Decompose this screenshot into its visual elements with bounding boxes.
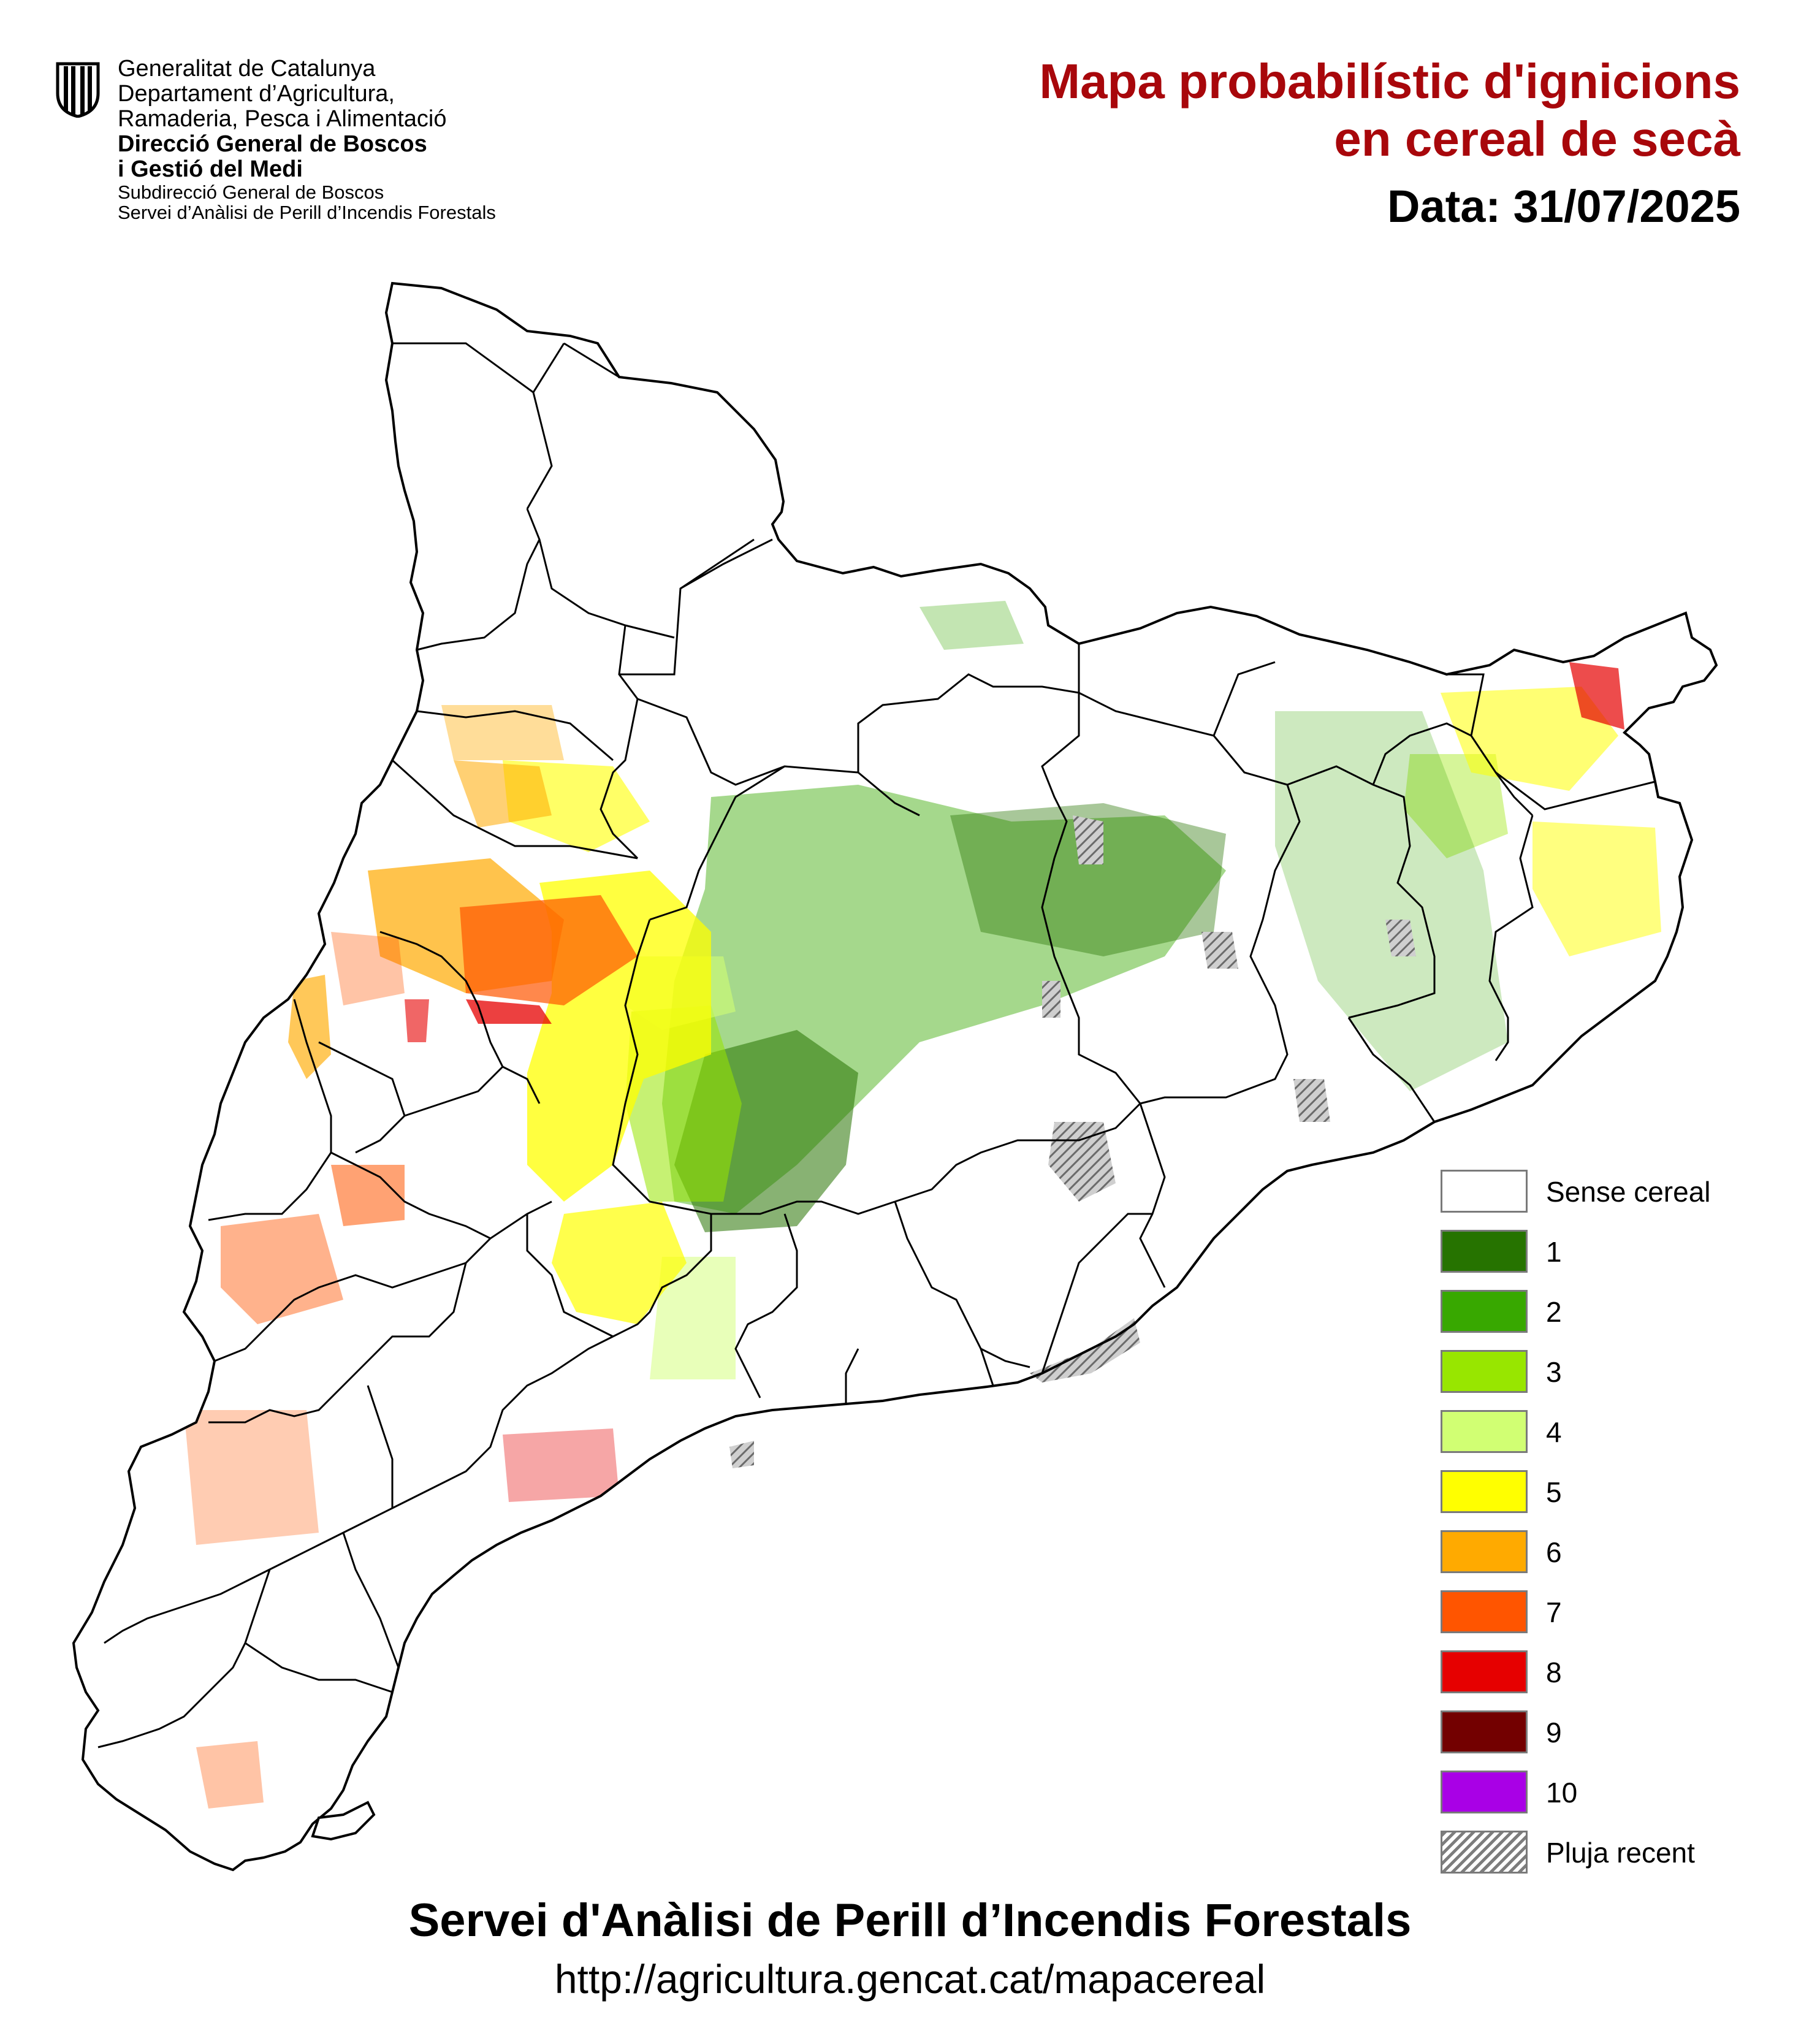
zone-class-8 — [466, 999, 552, 1024]
legend-label: 3 — [1546, 1356, 1562, 1388]
zone-class-7 — [184, 1410, 319, 1545]
legend-swatch — [1441, 1290, 1528, 1333]
institution-line: Ramaderia, Pesca i Alimentació — [118, 106, 447, 132]
legend-swatch — [1441, 1230, 1528, 1273]
legend-item: 8 — [1441, 1650, 1759, 1710]
legend-swatch — [1441, 1771, 1528, 1813]
legend-item: 5 — [1441, 1470, 1759, 1530]
map-title-line-2: en cereal de secà — [1334, 112, 1740, 166]
legend-swatch — [1441, 1530, 1528, 1573]
ebre-delta — [311, 1801, 376, 1841]
zone-class-1 — [950, 803, 1226, 956]
legend-swatch — [1441, 1350, 1528, 1393]
legend-item: 3 — [1441, 1350, 1759, 1410]
zone-class-7 — [460, 895, 638, 1005]
directorate-line: Direcció General de Boscos — [118, 131, 427, 157]
footer-url[interactable]: http://agricultura.gencat.cat/mapacereal — [554, 1956, 1266, 2002]
zone-class-8 — [503, 1428, 619, 1502]
zone-class-5 — [552, 1202, 687, 1324]
legend-label: 2 — [1546, 1296, 1562, 1328]
legend: Sense cereal 1 2 3 4 5 6 7 8 9 10 P — [1441, 1170, 1759, 1891]
zone-class-2 — [920, 601, 1024, 650]
title-block: Mapa probabilístic d'ignicions en cereal… — [1039, 53, 1740, 234]
zone-class-8 — [1569, 662, 1624, 730]
region-boundaries — [97, 342, 1656, 1748]
legend-item: 6 — [1441, 1530, 1759, 1590]
zone-class-8 — [405, 999, 429, 1042]
catalonia-territory — [74, 283, 1716, 1870]
catalonia-border — [72, 281, 1718, 1872]
legend-swatch — [1441, 1170, 1528, 1213]
legend-item: Sense cereal — [1441, 1170, 1759, 1230]
legend-label: 5 — [1546, 1476, 1562, 1508]
zone-class-7 — [331, 1165, 405, 1226]
zone-class-5 — [1533, 822, 1661, 956]
zone-class-5 — [1441, 687, 1618, 791]
generalitat-logo-icon — [56, 62, 100, 118]
legend-swatch — [1441, 1650, 1528, 1693]
legend-label: 1 — [1546, 1236, 1562, 1268]
service-line: Servei d’Anàlisi de Perill d’Incendis Fo… — [118, 202, 496, 223]
legend-swatch — [1441, 1710, 1528, 1753]
zone-class-2 — [1275, 711, 1508, 1091]
legend-swatch-hatch — [1441, 1831, 1528, 1874]
zone-class-6 — [288, 975, 331, 1079]
zone-class-7 — [221, 1214, 343, 1324]
footer-title: Servei d'Anàlisi de Perill d’Incendis Fo… — [408, 1894, 1412, 1946]
legend-item: 4 — [1441, 1410, 1759, 1470]
probability-zones — [184, 601, 1661, 1809]
zone-class-7 — [196, 1741, 264, 1809]
legend-swatch — [1441, 1410, 1528, 1453]
legend-item: 2 — [1441, 1290, 1759, 1350]
zone-class-7 — [331, 932, 405, 1005]
legend-label: 7 — [1546, 1596, 1562, 1628]
legend-label: 6 — [1546, 1536, 1562, 1568]
legend-item: 9 — [1441, 1710, 1759, 1771]
catalonia-ignition-map — [72, 281, 1718, 1872]
legend-label: Sense cereal — [1546, 1176, 1711, 1208]
legend-label: Pluja recent — [1546, 1837, 1695, 1869]
zone-class-6 — [441, 705, 564, 760]
legend-label: 10 — [1546, 1777, 1578, 1809]
institution-line: Generalitat de Catalunya — [118, 56, 376, 82]
legend-label: 4 — [1546, 1416, 1562, 1448]
institution-line: Departament d’Agricultura, — [118, 81, 395, 107]
subdirectorate-line: Subdirecció General de Boscos — [118, 181, 384, 203]
zone-class-3 — [1404, 754, 1508, 858]
legend-item: 1 — [1441, 1230, 1759, 1290]
map-date: Data: 31/07/2025 — [1387, 181, 1740, 232]
legend-label: 8 — [1546, 1657, 1562, 1688]
map-title-line-1: Mapa probabilístic d'ignicions — [1039, 54, 1740, 109]
zone-class-6 — [454, 760, 552, 828]
legend-swatch — [1441, 1470, 1528, 1513]
legend-label: 9 — [1546, 1717, 1562, 1748]
legend-item: 7 — [1441, 1590, 1759, 1650]
zone-class-4 — [650, 1257, 736, 1379]
legend-item: 10 — [1441, 1771, 1759, 1831]
legend-swatch — [1441, 1590, 1528, 1633]
directorate-line: i Gestió del Medi — [118, 156, 303, 182]
legend-item: Pluja recent — [1441, 1831, 1759, 1891]
